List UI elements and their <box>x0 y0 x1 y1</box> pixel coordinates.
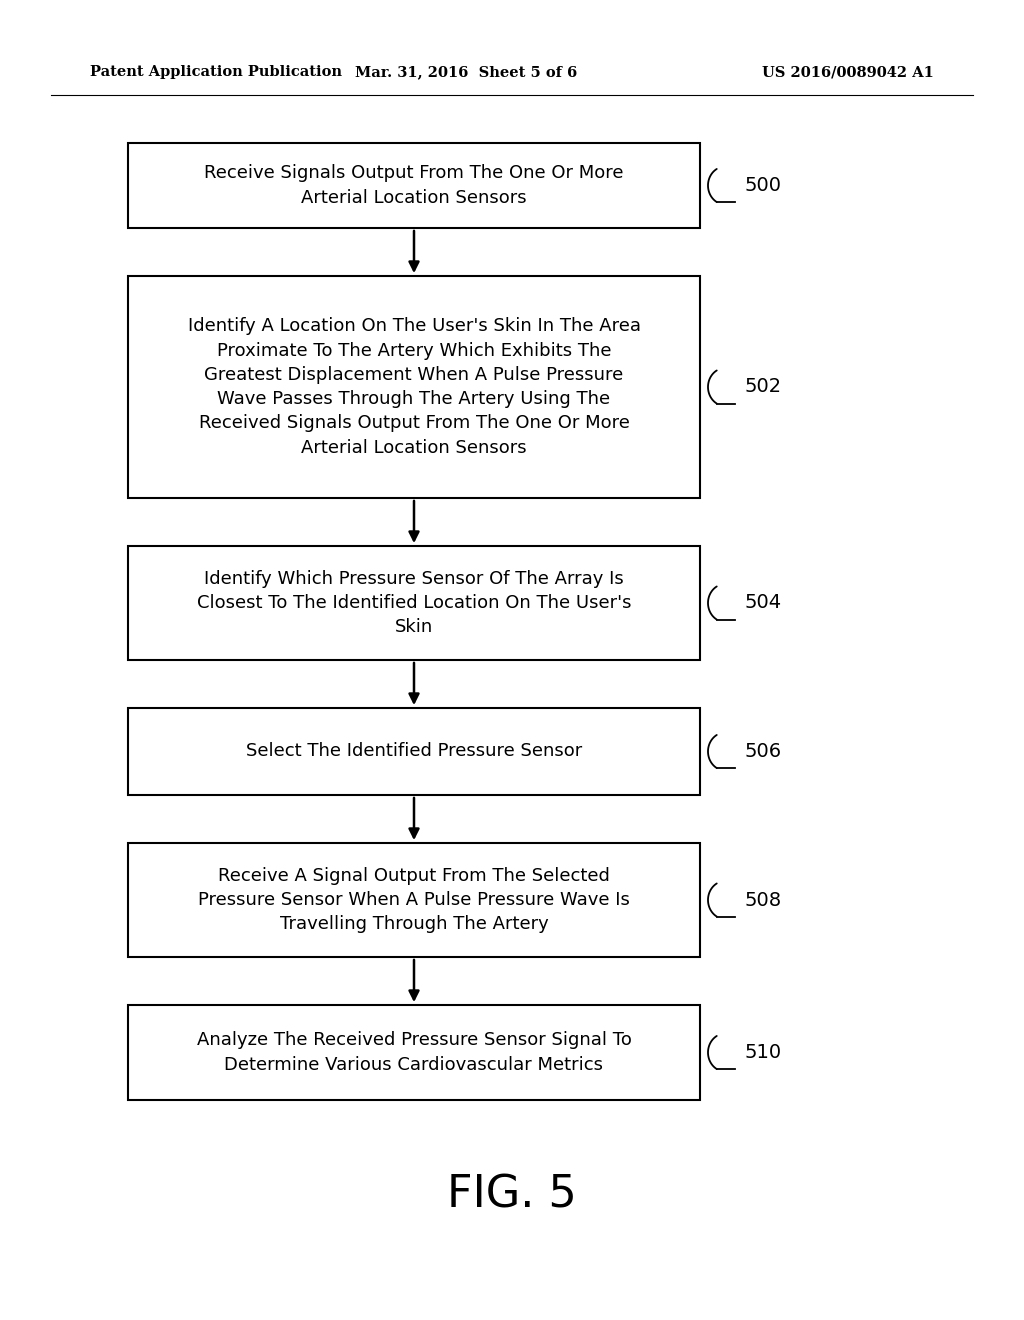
Text: Analyze The Received Pressure Sensor Signal To
Determine Various Cardiovascular : Analyze The Received Pressure Sensor Sig… <box>197 1031 632 1073</box>
Text: 504: 504 <box>745 594 782 612</box>
Bar <box>128 143 700 228</box>
Text: US 2016/0089042 A1: US 2016/0089042 A1 <box>762 65 934 79</box>
Text: 500: 500 <box>745 176 782 195</box>
Text: Select The Identified Pressure Sensor: Select The Identified Pressure Sensor <box>246 742 582 760</box>
Text: Identify Which Pressure Sensor Of The Array Is
Closest To The Identified Locatio: Identify Which Pressure Sensor Of The Ar… <box>197 570 631 636</box>
Text: 508: 508 <box>745 891 782 909</box>
Bar <box>128 546 700 660</box>
Text: 506: 506 <box>745 742 782 762</box>
Text: FIG. 5: FIG. 5 <box>447 1173 577 1217</box>
Text: 502: 502 <box>745 378 782 396</box>
Text: Receive A Signal Output From The Selected
Pressure Sensor When A Pulse Pressure : Receive A Signal Output From The Selecte… <box>198 867 630 933</box>
Text: Mar. 31, 2016  Sheet 5 of 6: Mar. 31, 2016 Sheet 5 of 6 <box>354 65 578 79</box>
Bar <box>128 708 700 795</box>
Bar <box>128 1005 700 1100</box>
Bar <box>128 276 700 498</box>
Text: Patent Application Publication: Patent Application Publication <box>90 65 342 79</box>
Text: Receive Signals Output From The One Or More
Arterial Location Sensors: Receive Signals Output From The One Or M… <box>204 165 624 207</box>
Text: Identify A Location On The User's Skin In The Area
Proximate To The Artery Which: Identify A Location On The User's Skin I… <box>187 317 640 457</box>
Text: 510: 510 <box>745 1043 782 1063</box>
Bar <box>128 843 700 957</box>
